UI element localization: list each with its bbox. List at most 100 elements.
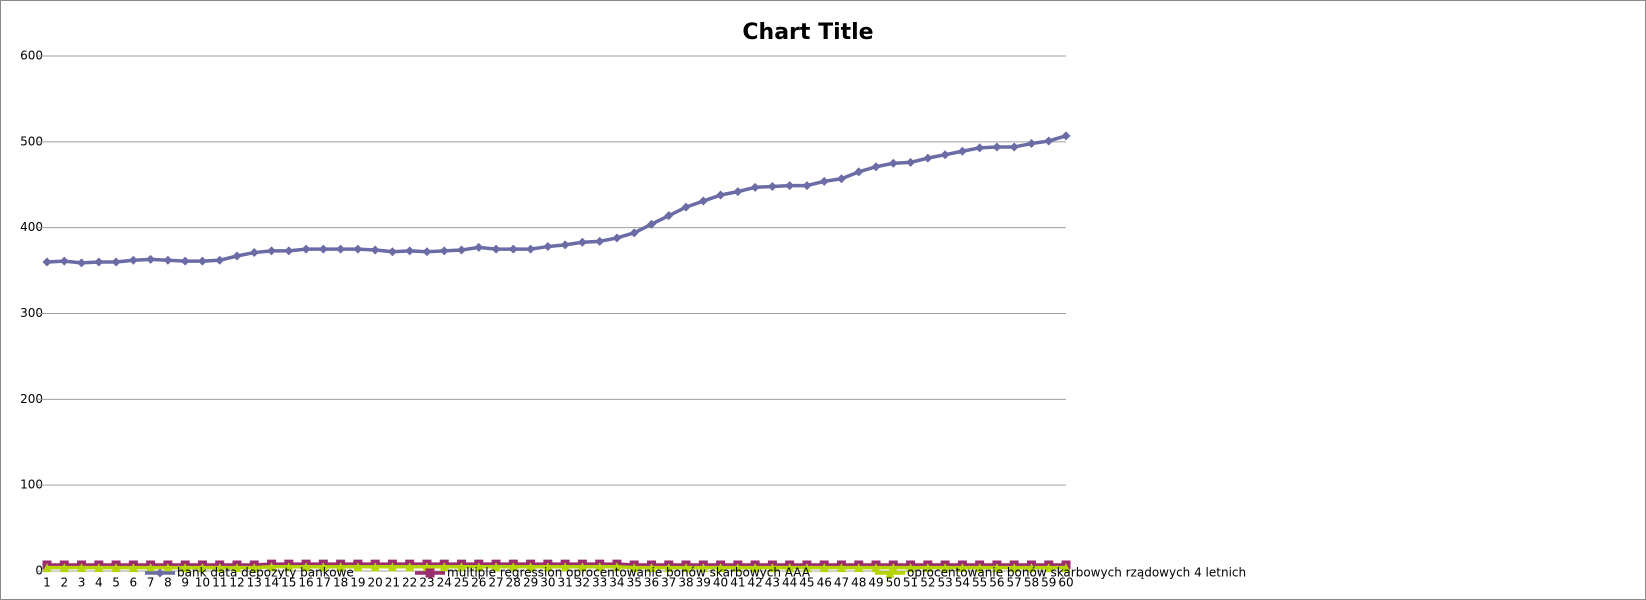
x-tick-label: 14 xyxy=(264,576,279,590)
marker xyxy=(750,563,760,573)
marker xyxy=(42,257,52,267)
marker xyxy=(457,562,467,572)
marker xyxy=(733,187,743,197)
x-tick-label: 2 xyxy=(60,576,68,590)
marker xyxy=(215,563,225,573)
x-tick-label: 15 xyxy=(281,576,296,590)
marker xyxy=(629,563,639,573)
x-tick-label: 56 xyxy=(989,576,1004,590)
x-tick-label: 27 xyxy=(488,576,503,590)
marker xyxy=(267,246,277,256)
x-tick-label: 17 xyxy=(316,576,331,590)
marker xyxy=(422,247,432,257)
x-tick-label: 8 xyxy=(164,576,172,590)
x-tick-label: 30 xyxy=(540,576,555,590)
marker xyxy=(543,242,553,252)
marker xyxy=(629,228,639,238)
marker xyxy=(508,244,518,254)
marker xyxy=(232,563,242,573)
x-tick-label: 52 xyxy=(920,576,935,590)
marker xyxy=(353,244,363,254)
marker xyxy=(146,254,156,264)
marker xyxy=(906,157,916,167)
marker xyxy=(1009,563,1019,573)
marker xyxy=(318,562,328,572)
marker xyxy=(370,245,380,255)
marker xyxy=(1026,139,1036,149)
x-tick-label: 11 xyxy=(212,576,227,590)
y-tick-label: 600 xyxy=(20,49,43,63)
marker xyxy=(128,255,138,265)
x-tick-label: 9 xyxy=(181,576,189,590)
marker xyxy=(716,190,726,200)
x-tick-label: 37 xyxy=(661,576,676,590)
x-tick-label: 36 xyxy=(644,576,659,590)
marker xyxy=(197,256,207,266)
marker xyxy=(180,563,190,573)
marker xyxy=(681,202,691,212)
marker xyxy=(336,244,346,254)
marker xyxy=(802,563,812,573)
marker xyxy=(439,562,449,572)
x-tick-label: 24 xyxy=(437,576,452,590)
x-tick-label: 38 xyxy=(678,576,693,590)
x-tick-label: 22 xyxy=(402,576,417,590)
x-tick-label: 41 xyxy=(730,576,745,590)
marker xyxy=(94,563,104,573)
marker xyxy=(923,153,933,163)
marker xyxy=(646,563,656,573)
y-tick-label: 300 xyxy=(20,306,43,320)
x-tick-label: 53 xyxy=(937,576,952,590)
x-tick-label: 60 xyxy=(1058,576,1073,590)
marker xyxy=(871,563,881,573)
marker xyxy=(284,562,294,572)
marker xyxy=(595,236,605,246)
marker xyxy=(612,233,622,243)
marker xyxy=(336,562,346,572)
x-tick-label: 12 xyxy=(229,576,244,590)
marker xyxy=(301,562,311,572)
marker xyxy=(425,568,435,578)
x-tick-label: 47 xyxy=(834,576,849,590)
marker xyxy=(819,176,829,186)
marker xyxy=(370,562,380,572)
marker xyxy=(249,248,259,258)
x-tick-label: 6 xyxy=(130,576,138,590)
marker xyxy=(215,255,225,265)
marker xyxy=(457,245,467,255)
marker xyxy=(940,150,950,160)
marker xyxy=(526,244,536,254)
x-tick-label: 31 xyxy=(557,576,572,590)
x-tick-label: 10 xyxy=(195,576,210,590)
marker xyxy=(1061,131,1071,141)
marker xyxy=(128,563,138,573)
marker xyxy=(180,256,190,266)
marker xyxy=(767,563,777,573)
marker xyxy=(595,562,605,572)
series-line xyxy=(47,564,1066,570)
marker xyxy=(1026,563,1036,573)
marker xyxy=(491,562,501,572)
x-tick-label: 50 xyxy=(886,576,901,590)
marker xyxy=(698,563,708,573)
y-tick-label: 500 xyxy=(20,134,43,148)
marker xyxy=(802,181,812,191)
marker xyxy=(646,219,656,229)
x-tick-label: 45 xyxy=(799,576,814,590)
marker xyxy=(992,142,1002,152)
marker xyxy=(733,563,743,573)
x-tick-label: 20 xyxy=(368,576,383,590)
marker xyxy=(197,563,207,573)
marker xyxy=(146,563,156,573)
marker xyxy=(439,246,449,256)
x-tick-label: 19 xyxy=(350,576,365,590)
x-tick-label: 33 xyxy=(592,576,607,590)
marker xyxy=(111,563,121,573)
x-tick-label: 43 xyxy=(765,576,780,590)
marker xyxy=(854,563,864,573)
x-tick-label: 32 xyxy=(575,576,590,590)
marker xyxy=(267,562,277,572)
y-tick-label: 100 xyxy=(20,478,43,492)
x-tick-label: 16 xyxy=(298,576,313,590)
